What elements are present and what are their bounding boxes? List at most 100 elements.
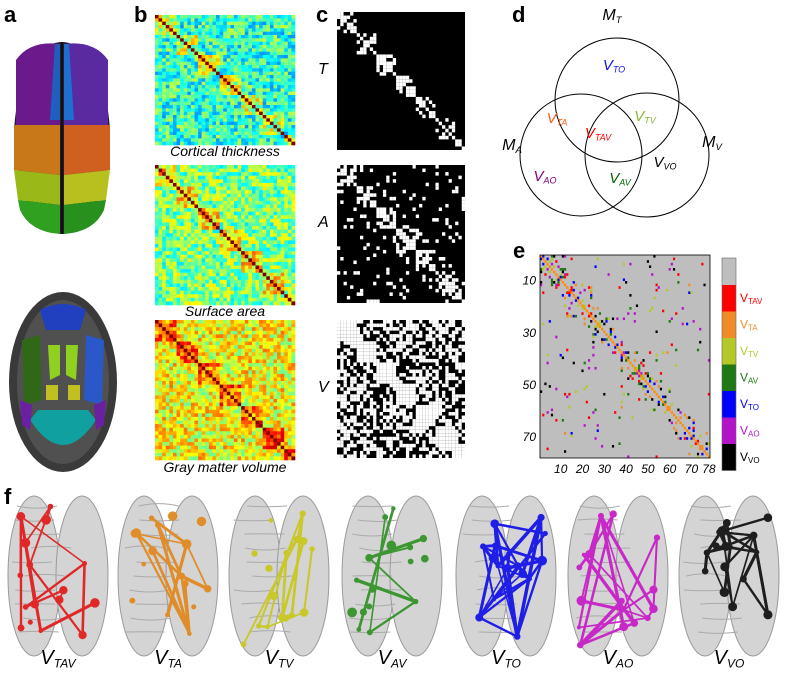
heatmap-cell	[184, 32, 188, 36]
heatmap-cell	[230, 233, 234, 237]
heatmap-cell	[205, 112, 209, 116]
heatmap-cell	[198, 219, 202, 223]
heatmap-cell	[187, 169, 191, 173]
matrix-edge	[445, 172, 448, 176]
heatmap-cell	[263, 197, 267, 201]
heatmap-cell	[245, 363, 249, 367]
heatmap-cell	[209, 201, 213, 205]
heatmap-cell	[277, 413, 281, 417]
heatmap-cell	[194, 403, 198, 407]
heatmap-cell	[187, 102, 191, 106]
heatmap-cell	[202, 201, 206, 205]
heatmap-cell	[205, 42, 209, 46]
heatmap-cell	[198, 338, 202, 342]
heatmap-cell	[256, 385, 260, 389]
heatmap-cell	[248, 417, 252, 421]
heatmap-cell	[291, 381, 295, 385]
heatmap-cell	[184, 135, 188, 139]
heatmap-cell	[263, 442, 267, 446]
heatmap-cell	[187, 32, 191, 36]
heatmap-cell	[277, 197, 281, 201]
heatmap-cell	[180, 301, 184, 305]
heatmap-cell	[248, 327, 252, 331]
heatmap-cell	[256, 45, 260, 49]
heatmap-cell	[169, 233, 173, 237]
heatmap-cell	[245, 248, 249, 252]
heatmap-cell	[266, 18, 270, 22]
heatmap-cell	[162, 183, 166, 187]
heatmap-cell	[234, 338, 238, 342]
heatmap-cell	[212, 367, 216, 371]
heatmap-cell	[259, 324, 263, 328]
heatmap-cell	[281, 438, 285, 442]
heatmap-cell	[227, 403, 231, 407]
heatmap-cell	[220, 201, 224, 205]
heatmap-cell	[245, 428, 249, 432]
heatmap-cell	[194, 392, 198, 396]
heatmap-cell	[169, 219, 173, 223]
heatmap-cell	[259, 424, 263, 428]
heatmap-cell	[155, 58, 159, 62]
heatmap-cell	[169, 222, 173, 226]
heatmap-cell	[248, 65, 252, 69]
heatmap-cell	[291, 367, 295, 371]
heatmap-cell	[202, 399, 206, 403]
heatmap-cell	[259, 208, 263, 212]
heatmap-cell	[245, 45, 249, 49]
heatmap-cell	[252, 125, 256, 129]
heatmap-cell	[238, 85, 242, 89]
heatmap-cell	[252, 42, 256, 46]
heatmap-cell	[198, 165, 202, 169]
heatmap-cell	[173, 28, 177, 32]
heatmap-cell	[284, 122, 288, 126]
heatmap-cell	[180, 212, 184, 216]
heatmap-cell	[288, 399, 292, 403]
heatmap-cell	[159, 255, 163, 259]
heatmap-cell	[223, 204, 227, 208]
heatmap-cell	[220, 417, 224, 421]
heatmap-cell	[216, 75, 220, 79]
heatmap-cell	[159, 179, 163, 183]
heatmap-cell	[256, 169, 260, 173]
heatmap-cell	[155, 417, 159, 421]
heatmap-cell	[194, 399, 198, 403]
heatmap-cell	[159, 331, 163, 335]
heatmap-cell	[227, 327, 231, 331]
heatmap-cell	[284, 435, 288, 439]
heatmap-cell	[212, 95, 216, 99]
matrix-edge	[445, 299, 448, 303]
heatmap-cell	[234, 115, 238, 119]
heatmap-cell	[227, 165, 231, 169]
heatmap-cell	[162, 187, 166, 191]
heatmap-cell	[263, 338, 267, 342]
heatmap-cell	[184, 197, 188, 201]
heatmap-cell	[223, 215, 227, 219]
heatmap-cell	[252, 75, 256, 79]
matrix-edge	[399, 250, 402, 254]
heatmap-cell	[238, 212, 242, 216]
heatmap-cell	[288, 421, 292, 425]
heatmap-cell	[256, 342, 260, 346]
heatmap-cell	[162, 345, 166, 349]
heatmap-cell	[259, 68, 263, 72]
heatmap-cell	[277, 15, 281, 19]
heatmap-cell	[245, 356, 249, 360]
heatmap-cell	[173, 222, 177, 226]
heatmap-cell	[273, 42, 277, 46]
heatmap-cell	[270, 194, 274, 198]
heatmap-cell	[288, 327, 292, 331]
heatmap-cell	[166, 75, 170, 79]
heatmap-cell	[252, 219, 256, 223]
heatmap-cell	[212, 294, 216, 298]
heatmap-cell	[223, 92, 227, 96]
heatmap-cell	[263, 95, 267, 99]
heatmap-cell	[187, 45, 191, 49]
heatmap-cell	[169, 413, 173, 417]
heatmap-cell	[259, 92, 263, 96]
heatmap-cell	[169, 215, 173, 219]
heatmap-cell	[202, 179, 206, 183]
heatmap-cell	[288, 169, 292, 173]
heatmap-cell	[252, 68, 256, 72]
heatmap-cell	[284, 187, 288, 191]
heatmap-cell	[202, 377, 206, 381]
